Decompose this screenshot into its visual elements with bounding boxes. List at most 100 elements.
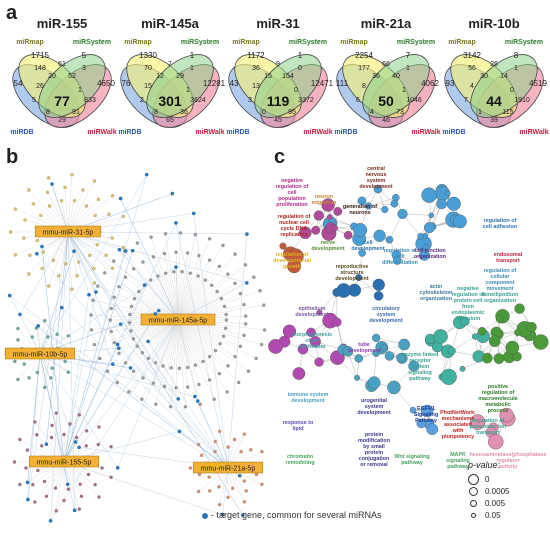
venn-count-mirwalk-only: 4650 xyxy=(97,79,115,88)
target-gene-node xyxy=(12,460,17,464)
network-edge xyxy=(9,295,41,355)
term-label-line: system xyxy=(365,404,384,410)
target-gene-node xyxy=(141,260,145,264)
target-gene-node xyxy=(168,405,173,409)
venn-label-mirsystem: miRSystem xyxy=(289,39,327,46)
term-label: generation of neurons xyxy=(343,204,377,216)
panel-label-a: a xyxy=(6,2,18,24)
target-gene-node xyxy=(148,278,153,282)
target-gene-node xyxy=(183,405,188,409)
target-gene-node xyxy=(174,386,178,390)
target-gene-node xyxy=(92,266,96,271)
hub-edge xyxy=(177,279,206,321)
term-label-line: cell xyxy=(288,190,297,196)
target-gene-node xyxy=(92,179,97,183)
term-label-line: with xyxy=(452,428,464,434)
term-label-line: nerve xyxy=(321,240,335,246)
target-gene-node xyxy=(135,344,139,348)
venn-title: miR-21a xyxy=(361,16,412,31)
hub-edge xyxy=(125,319,179,364)
network-edge xyxy=(222,467,229,515)
target-gene-node xyxy=(212,397,216,401)
common-target-node xyxy=(240,513,245,517)
term-node xyxy=(436,198,447,210)
term-label-line: cellular xyxy=(491,274,511,280)
hub-edge xyxy=(177,274,229,321)
venn-count-region: 8 xyxy=(154,109,158,116)
target-gene-node xyxy=(197,472,202,477)
hub-edge xyxy=(47,192,69,233)
hub-edge xyxy=(67,231,78,276)
hub-edge xyxy=(177,319,228,392)
term-node xyxy=(421,187,437,203)
term-label-line: Wnt signaling xyxy=(394,454,429,460)
term-label-line: circulatory xyxy=(372,306,400,312)
target-gene-node xyxy=(54,411,58,415)
term-label-line: Pathway xyxy=(415,418,437,424)
term-node xyxy=(396,353,406,363)
venn-miR-10b: miRmap miRSystem miRDB miRWalk 3142 8 93 4519 56… xyxy=(442,39,548,136)
term-label: negative regulation of protein exit from end… xyxy=(452,286,485,322)
term-label: endosomal transport xyxy=(494,252,523,264)
term-node xyxy=(387,380,401,395)
hub-edge xyxy=(177,319,257,359)
target-gene-node xyxy=(31,482,35,487)
target-gene-node xyxy=(100,466,104,470)
term-label-line: organization xyxy=(414,254,446,260)
target-gene-node xyxy=(93,482,97,487)
hub-edge xyxy=(28,189,69,233)
target-gene-node xyxy=(109,329,113,334)
hub-edge xyxy=(177,319,236,357)
target-gene-node xyxy=(137,289,141,294)
term-node xyxy=(333,207,343,216)
term-label-line: development xyxy=(311,246,344,252)
common-target-node xyxy=(111,362,115,366)
target-gene-node xyxy=(222,304,227,309)
hub-edge xyxy=(173,271,179,321)
network-edge xyxy=(63,174,147,463)
target-gene-node xyxy=(213,449,217,454)
venn-label-mirsystem: miRSystem xyxy=(73,39,111,46)
hub-edge xyxy=(107,319,179,372)
hub-edge xyxy=(177,266,220,321)
target-gene-node xyxy=(42,479,47,484)
term-label: circulatory system development xyxy=(369,306,402,324)
mirna-hub-box xyxy=(28,455,100,468)
hub-edge xyxy=(67,231,73,290)
target-gene-node xyxy=(259,342,264,347)
common-target-node xyxy=(118,322,123,326)
mirna-hub-label: mmu-miR-21a-5p xyxy=(201,466,256,473)
target-gene-node xyxy=(196,442,201,447)
target-gene-node xyxy=(198,402,202,406)
hub-edge xyxy=(177,271,183,321)
common-target-node xyxy=(40,244,44,249)
target-gene-node xyxy=(242,432,247,436)
venn-label-mirdb: miRDB xyxy=(334,129,357,136)
target-gene-node xyxy=(112,341,116,345)
term-label-line: endoplasmic xyxy=(452,310,485,316)
target-gene-node xyxy=(108,318,112,322)
venn-count-mirmap-only: 1715 xyxy=(31,51,49,60)
term-label-line: epithelium xyxy=(299,306,326,312)
common-target-node xyxy=(7,293,12,298)
network-legend: - target gene, common for several miRNAs xyxy=(202,510,382,521)
term-label-line: development xyxy=(295,312,328,318)
target-gene-node xyxy=(169,366,173,370)
network-edge xyxy=(63,222,177,463)
venn-count-region: 8 xyxy=(362,83,366,90)
term-label-line: pathway xyxy=(409,376,431,382)
target-gene-node xyxy=(178,231,183,235)
enrichment-edge xyxy=(451,336,476,352)
term-label-line: growth xyxy=(283,264,301,270)
target-gene-node xyxy=(174,250,178,254)
network-edge xyxy=(67,231,156,315)
term-label-line: metabolic xyxy=(485,402,510,408)
term-label-line: from xyxy=(462,304,474,310)
network-edge xyxy=(147,341,229,469)
network-edge xyxy=(36,253,229,469)
term-node xyxy=(381,205,389,214)
term-node xyxy=(297,343,309,355)
target-gene-node xyxy=(51,258,56,263)
venn-count-mirwalk-only: 4062 xyxy=(421,79,439,88)
